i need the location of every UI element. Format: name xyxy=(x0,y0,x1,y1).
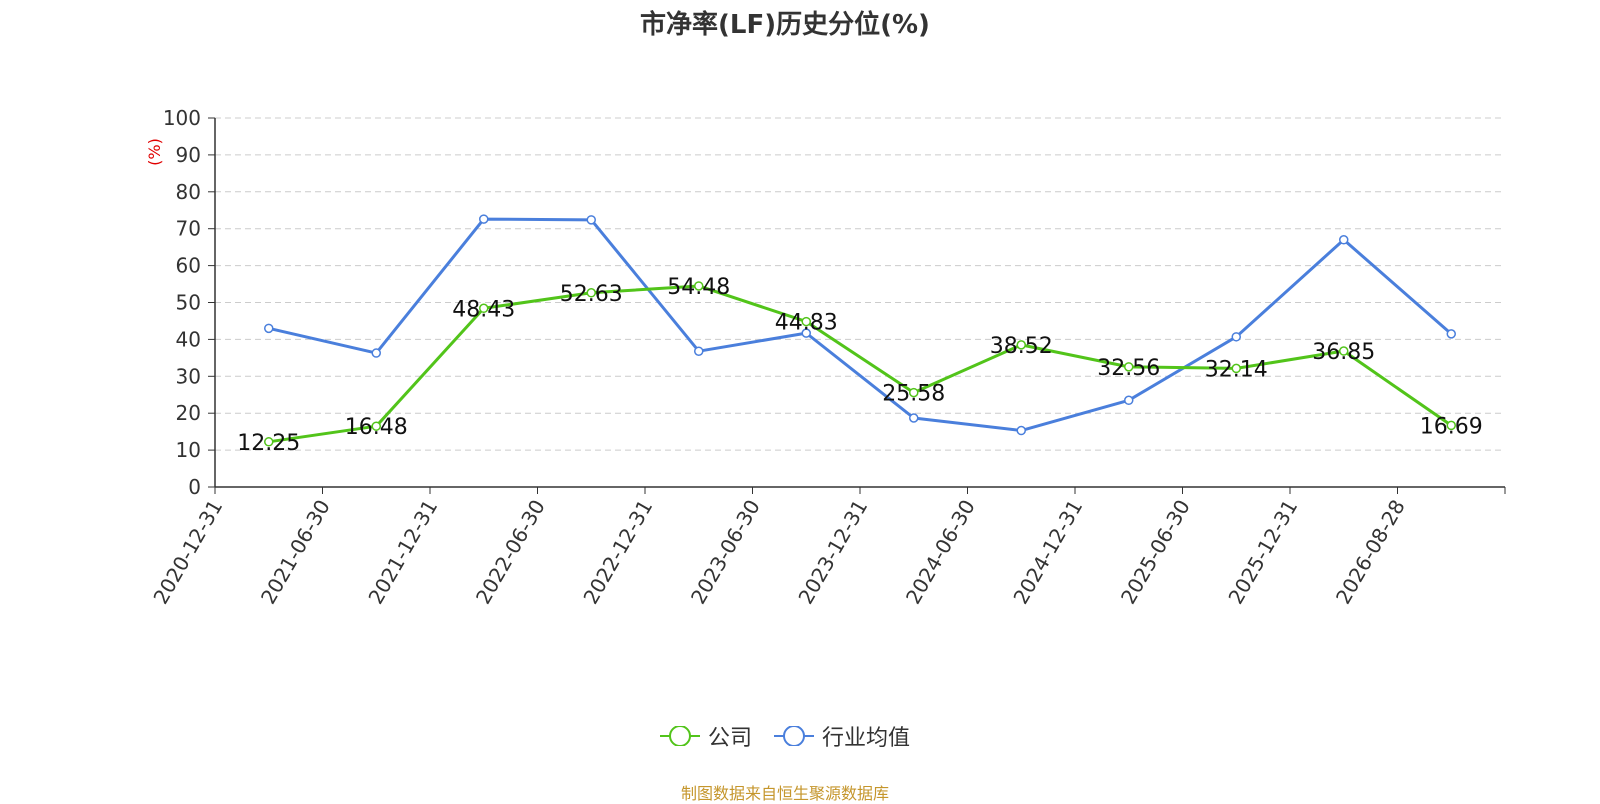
data-label-company: 48.43 xyxy=(452,297,515,322)
data-label-company: 12.25 xyxy=(237,431,300,456)
y-tick-label: 0 xyxy=(188,475,201,499)
x-tick-label: 2020-12-31 xyxy=(148,496,227,609)
data-point-company xyxy=(479,303,489,314)
data-point-industry-avg xyxy=(371,348,381,358)
data-labels: 12.25 16.48 48.43 52.63 54.48 44.83 25.58 38.52… xyxy=(237,275,1482,456)
legend-symbol-company xyxy=(659,726,700,746)
data-point-industry-avg xyxy=(479,214,489,224)
y-tick-label: 30 xyxy=(176,364,201,388)
data-label-company: 16.69 xyxy=(1420,414,1483,439)
y-tick-label: 10 xyxy=(176,438,201,462)
data-point-industry-avg xyxy=(694,346,704,356)
data-point-company xyxy=(909,387,919,398)
series-line-company xyxy=(268,284,1453,444)
x-tick-label: 2021-06-30 xyxy=(256,496,335,609)
x-tick-label: 2022-12-31 xyxy=(578,496,657,609)
legend-item-company[interactable]: 公司 xyxy=(659,720,752,752)
data-point-company xyxy=(1124,362,1134,372)
series-line-industry-avg xyxy=(268,217,1453,433)
data-label-company: 25.58 xyxy=(882,382,945,407)
data-point-company xyxy=(264,437,274,447)
x-tick-label: 2021-12-31 xyxy=(363,496,442,609)
data-point-industry-avg xyxy=(1124,395,1134,406)
data-point-industry-avg xyxy=(1339,235,1349,245)
y-tick-label: 80 xyxy=(176,180,201,204)
data-point-industry-avg xyxy=(264,323,274,334)
data-point-company xyxy=(371,421,381,431)
data-point-company xyxy=(1446,420,1456,431)
data-point-company xyxy=(694,281,704,291)
x-tick-label: 2022-06-30 xyxy=(471,496,550,609)
data-label-company: 44.83 xyxy=(775,311,838,336)
chart-title: 市净率(LF)历史分位(%) xyxy=(640,10,930,40)
data-point-industry-avg xyxy=(909,413,919,423)
y-tick-label: 100 xyxy=(163,106,201,130)
y-tick-label: 90 xyxy=(176,143,201,167)
data-label-company: 32.14 xyxy=(1205,357,1268,382)
data-point-industry-avg xyxy=(1231,332,1241,342)
grid-lines xyxy=(215,117,1505,451)
data-point-industry-avg xyxy=(801,328,811,338)
data-label-company: 52.63 xyxy=(560,282,623,307)
y-tick-label: 60 xyxy=(176,254,201,278)
y-axis-label: (%) xyxy=(145,138,164,166)
x-tick-label: 2024-12-31 xyxy=(1008,496,1087,609)
data-label-company: 54.48 xyxy=(667,275,730,300)
x-tick-label: 2023-06-30 xyxy=(686,496,765,609)
x-tick-label: 2025-12-31 xyxy=(1223,496,1302,609)
legend: 公司 行业均值 xyxy=(0,720,1570,752)
legend-item-industry-avg[interactable]: 行业均值 xyxy=(774,720,910,752)
y-tick-label: 20 xyxy=(176,401,201,425)
data-label-company: 16.48 xyxy=(345,415,408,440)
legend-label-company: 公司 xyxy=(707,726,752,751)
data-point-industry-avg xyxy=(586,215,596,225)
data-point-company xyxy=(1339,346,1349,356)
x-tick-label: 2023-12-31 xyxy=(793,496,872,609)
data-point-company xyxy=(1231,363,1241,374)
source-note: 制图数据来自恒生聚源数据库 xyxy=(680,784,889,803)
data-point-company xyxy=(586,288,596,298)
data-point-industry-avg xyxy=(1446,329,1456,339)
data-point-company xyxy=(801,316,811,327)
x-tick-label: 2024-06-30 xyxy=(901,496,980,609)
data-point-industry-avg xyxy=(1016,425,1026,436)
y-tick-label: 40 xyxy=(176,327,201,351)
data-label-company: 38.52 xyxy=(990,334,1053,359)
data-label-company: 36.85 xyxy=(1312,340,1375,365)
series xyxy=(264,214,1456,447)
x-tick-label: 2025-06-30 xyxy=(1116,496,1195,609)
x-tick-label: 2026-08-28 xyxy=(1331,496,1410,609)
legend-symbol-industry-avg xyxy=(774,726,814,746)
data-point-company xyxy=(1016,340,1026,350)
legend-label-industry-avg: 行业均值 xyxy=(822,726,911,751)
y-tick-label: 50 xyxy=(176,291,201,315)
y-tick-label: 70 xyxy=(176,217,201,241)
data-label-company: 32.56 xyxy=(1097,356,1160,381)
